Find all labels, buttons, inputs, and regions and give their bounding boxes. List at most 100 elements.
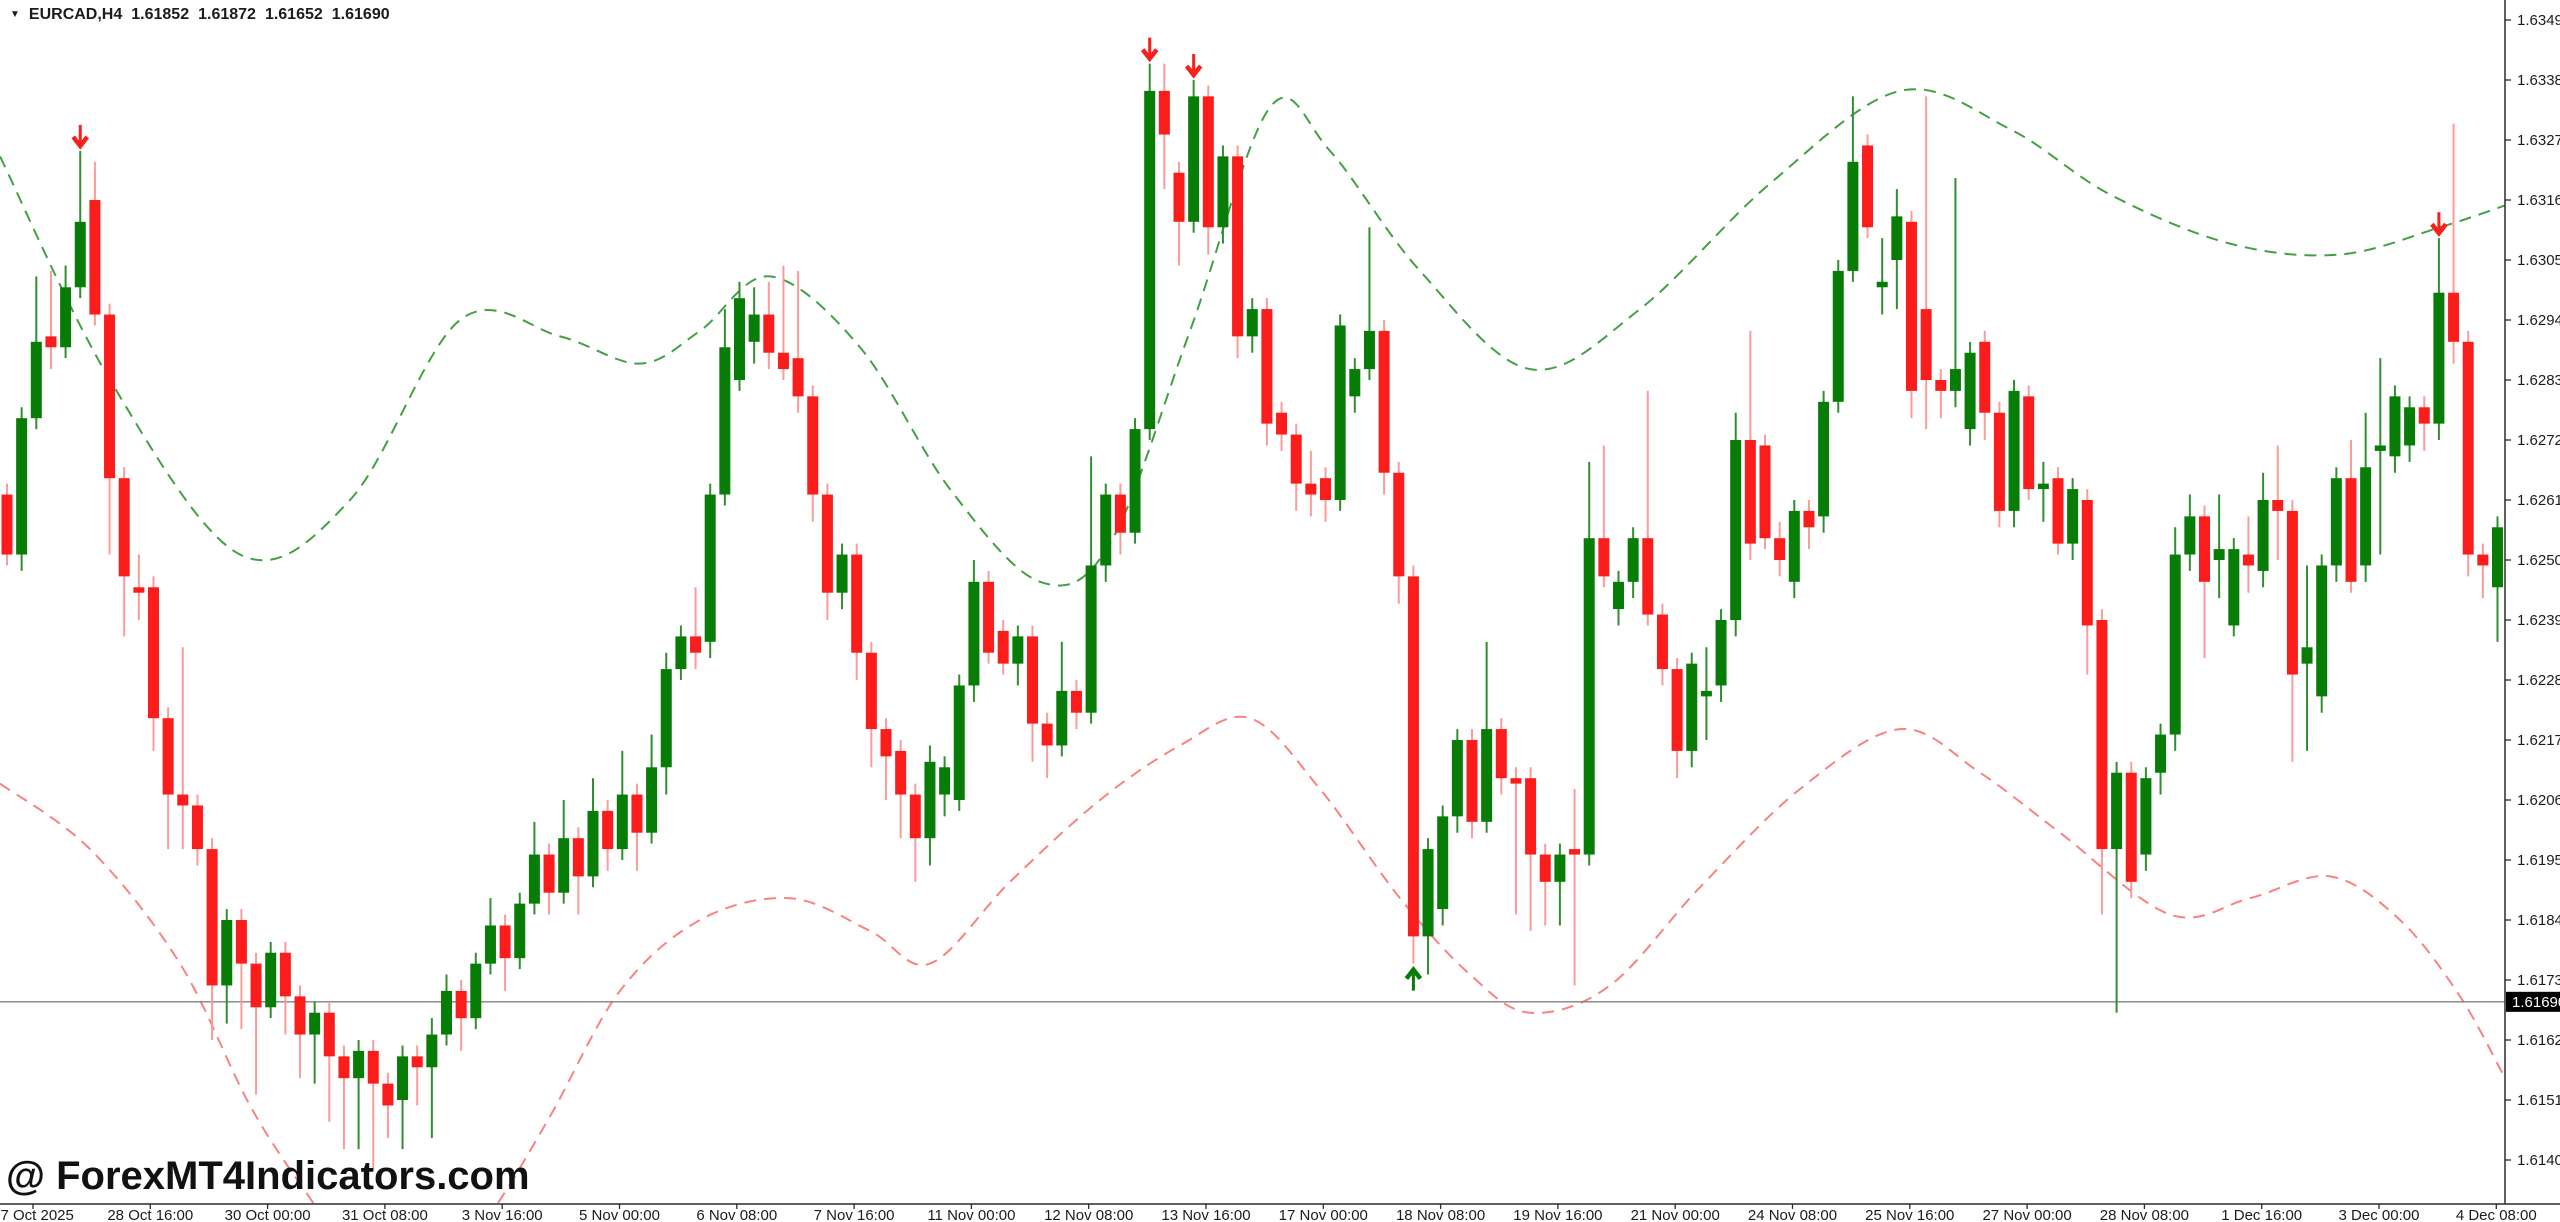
ohlc-close: 1.61690 xyxy=(331,6,390,23)
candle-body xyxy=(983,581,995,653)
time-axis-label: 30 Oct 00:00 xyxy=(225,1207,311,1222)
candle-bull xyxy=(1964,341,1976,446)
candle-body xyxy=(30,341,42,419)
candle-body xyxy=(1481,729,1493,822)
candle-bear xyxy=(865,641,877,768)
candle-bull xyxy=(1686,652,1698,768)
candle-body xyxy=(2345,478,2357,582)
candle-bear xyxy=(792,270,804,413)
candle-bear xyxy=(1525,767,1537,931)
arrow-head xyxy=(2430,222,2448,237)
time-axis-label: 18 Nov 08:00 xyxy=(1396,1207,1485,1222)
candle-bear xyxy=(1656,603,1668,686)
candle-body xyxy=(367,1050,379,1084)
candle-body xyxy=(1173,172,1185,222)
candle-bear xyxy=(572,827,584,915)
candle-bull xyxy=(60,265,72,359)
candle-body xyxy=(2418,407,2430,424)
candle-body xyxy=(792,358,804,397)
candle-bear xyxy=(909,783,921,882)
candle-body xyxy=(89,200,101,315)
candle-bear xyxy=(2242,516,2254,593)
candle-body xyxy=(206,849,218,986)
candle-body xyxy=(426,1034,438,1068)
candle-body xyxy=(279,952,291,997)
candle-body xyxy=(1100,494,1112,566)
candle-bull xyxy=(704,483,716,659)
price-axis-label: 1.62170 xyxy=(2517,732,2560,749)
candle-bull xyxy=(2301,565,2313,751)
candle-body xyxy=(836,554,848,593)
price-axis-label: 1.62390 xyxy=(2517,612,2560,629)
candle-bear xyxy=(2345,440,2357,593)
candle-bull xyxy=(1056,641,1068,757)
time-axis-label: 27 Oct 2025 xyxy=(0,1207,74,1222)
candle-body xyxy=(1334,325,1346,500)
candle-bull xyxy=(221,909,233,1024)
candle-bear xyxy=(1158,63,1170,190)
candle-bull xyxy=(1730,412,1742,637)
candle-body xyxy=(2155,734,2167,773)
candle-body xyxy=(528,854,540,904)
candle-body xyxy=(397,1056,409,1100)
bid-price-label: 1.61690 xyxy=(2506,991,2560,1012)
candle-bull xyxy=(939,756,951,817)
candle-bull xyxy=(1188,80,1200,233)
candle-body xyxy=(675,636,687,670)
candle-bear xyxy=(1041,712,1053,779)
candle-bull xyxy=(484,898,496,975)
candle-bull xyxy=(2330,467,2342,582)
candle-bull xyxy=(660,652,672,795)
candle-body xyxy=(1056,690,1068,746)
candle-body xyxy=(1349,369,1361,397)
candle-bear xyxy=(1862,134,1874,239)
candle-body xyxy=(1070,690,1082,713)
candle-body xyxy=(441,990,452,1035)
candle-body xyxy=(939,767,951,795)
candle-bull xyxy=(748,287,760,364)
sell-arrow-icon xyxy=(1140,37,1159,63)
candle-body xyxy=(353,1050,365,1079)
candle-bull xyxy=(1847,96,1859,282)
candle-body xyxy=(1964,352,1976,430)
candle-bull xyxy=(397,1045,409,1150)
candle-bear xyxy=(1539,843,1551,926)
candle-bear xyxy=(499,914,511,991)
candle-bear xyxy=(602,800,614,871)
price-axis-label: 1.61400 xyxy=(2517,1152,2560,1169)
candle-body xyxy=(2169,554,2181,735)
candle-body xyxy=(631,794,643,833)
candle-bull xyxy=(1818,390,1830,533)
candle-bull xyxy=(2213,494,2225,599)
candle-body xyxy=(2389,396,2401,457)
candle-body xyxy=(2081,500,2093,626)
candle-bear xyxy=(118,467,130,637)
candle-bear xyxy=(1393,461,1405,604)
candle-body xyxy=(1832,270,1844,402)
candle-body xyxy=(543,854,555,893)
candle-body xyxy=(1613,581,1624,610)
candle-body xyxy=(2067,489,2079,544)
sell-arrow-icon xyxy=(2430,212,2448,237)
candle-body xyxy=(2213,549,2225,560)
candle-bear xyxy=(2052,467,2064,555)
candle-body xyxy=(1041,723,1053,746)
candle-body xyxy=(1129,429,1141,533)
candle-bull xyxy=(1363,227,1375,380)
candle-bull xyxy=(734,281,745,391)
time-axis-label: 1 Dec 16:00 xyxy=(2221,1207,2302,1222)
candle-body xyxy=(616,794,628,850)
arrow-head xyxy=(1404,965,1423,981)
candle-bull xyxy=(1349,358,1361,413)
candle-bear xyxy=(997,620,1009,675)
upper-band-line xyxy=(0,88,2505,587)
candle-bull xyxy=(924,745,936,866)
candle-body xyxy=(1290,434,1302,484)
candle-bull xyxy=(646,734,658,844)
candle-body xyxy=(104,314,116,479)
candle-body xyxy=(763,314,775,353)
candle-body xyxy=(719,347,731,495)
candle-body xyxy=(2242,554,2254,566)
candle-body xyxy=(514,903,526,959)
